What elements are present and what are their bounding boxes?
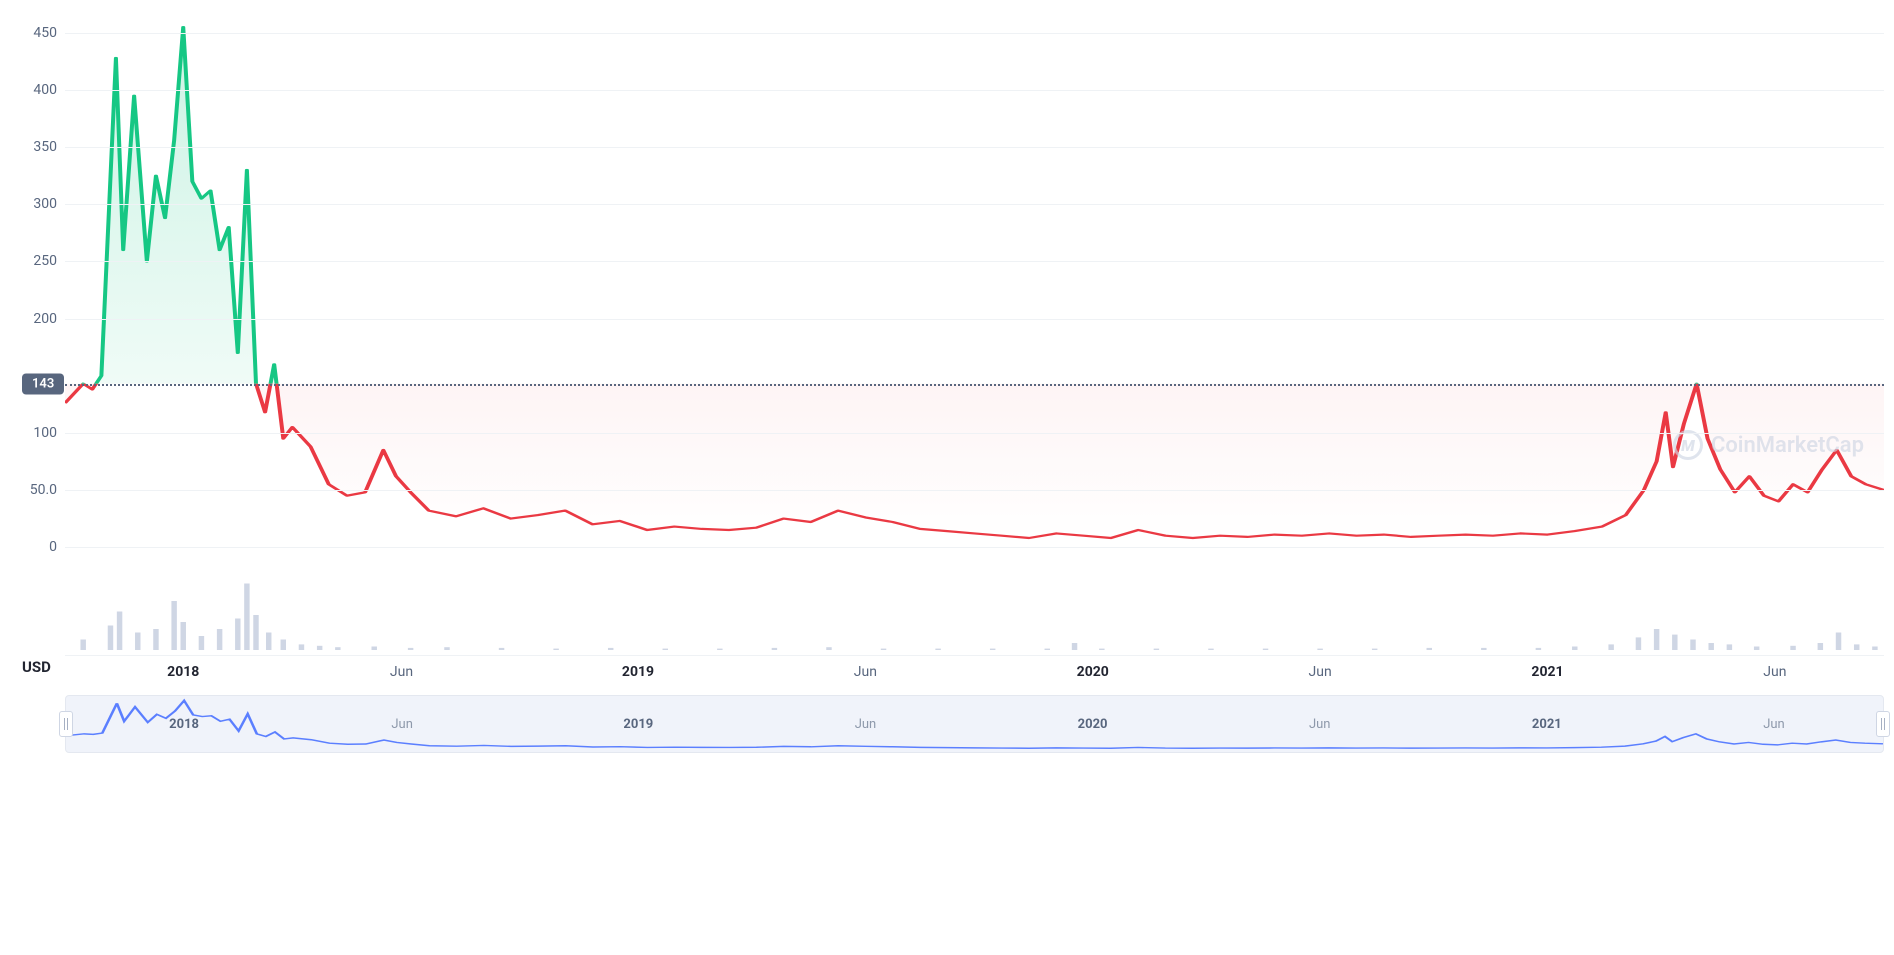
y-tick-label: 450 bbox=[33, 25, 57, 41]
y-tick-label: 400 bbox=[33, 82, 57, 98]
x-tick-label: 2018 bbox=[167, 664, 199, 680]
y-tick-label: 250 bbox=[33, 253, 57, 269]
nav-tick-label: 2019 bbox=[623, 717, 653, 732]
x-tick-label: Jun bbox=[390, 664, 413, 680]
main-chart-area[interactable]: 0 50.0 100 200 250 300 350 400 450 bbox=[10, 10, 1884, 570]
gridline bbox=[65, 90, 1884, 91]
gridline bbox=[65, 433, 1884, 434]
y-tick-label: 50.0 bbox=[30, 482, 57, 498]
y-tick-label: 350 bbox=[33, 139, 57, 155]
watermark-text: CoinMarketCap bbox=[1711, 433, 1864, 458]
x-tick-label: Jun bbox=[1763, 664, 1786, 680]
price-chart: 0 50.0 100 200 250 300 350 400 450 bbox=[10, 10, 1884, 760]
nav-tick-label: 2021 bbox=[1532, 717, 1562, 732]
nav-tick-label: Jun bbox=[391, 717, 413, 732]
x-axis: 2018 Jun 2019 Jun 2020 Jun 2021 Jun bbox=[65, 655, 1884, 685]
nav-tick-label: Jun bbox=[855, 717, 877, 732]
y-tick-label: 300 bbox=[33, 196, 57, 212]
gridline bbox=[65, 204, 1884, 205]
x-tick-label: 2021 bbox=[1531, 664, 1563, 680]
y-tick-label: 0 bbox=[49, 539, 57, 555]
watermark: M CoinMarketCap bbox=[1673, 430, 1864, 460]
x-tick-label: Jun bbox=[1309, 664, 1332, 680]
nav-tick-label: 2018 bbox=[169, 717, 199, 732]
gridline bbox=[65, 547, 1884, 548]
x-tick-label: 2019 bbox=[622, 664, 654, 680]
nav-handle-left[interactable] bbox=[59, 711, 73, 737]
price-svg bbox=[65, 10, 1884, 570]
x-tick-label: 2020 bbox=[1077, 664, 1109, 680]
y-tick-label: 200 bbox=[33, 311, 57, 327]
gridline bbox=[65, 490, 1884, 491]
gridline bbox=[65, 147, 1884, 148]
gridline bbox=[65, 261, 1884, 262]
watermark-icon: M bbox=[1673, 430, 1703, 460]
x-tick-label: Jun bbox=[854, 664, 877, 680]
gridline bbox=[65, 319, 1884, 320]
nav-tick-label: 2020 bbox=[1078, 717, 1108, 732]
plot-area[interactable] bbox=[65, 10, 1884, 570]
baseline-line bbox=[65, 384, 1884, 386]
y-tick-label: 100 bbox=[33, 425, 57, 441]
y-axis: 0 50.0 100 200 250 300 350 400 450 bbox=[10, 10, 65, 570]
range-navigator[interactable]: 2018 Jun 2019 Jun 2020 Jun 2021 Jun bbox=[65, 695, 1884, 753]
nav-tick-label: Jun bbox=[1309, 717, 1331, 732]
nav-tick-label: Jun bbox=[1763, 717, 1785, 732]
baseline-badge: 143 bbox=[22, 373, 64, 394]
nav-handle-right[interactable] bbox=[1876, 711, 1890, 737]
gridline bbox=[65, 33, 1884, 34]
currency-label: USD bbox=[22, 658, 51, 676]
volume-chart bbox=[65, 575, 1884, 650]
